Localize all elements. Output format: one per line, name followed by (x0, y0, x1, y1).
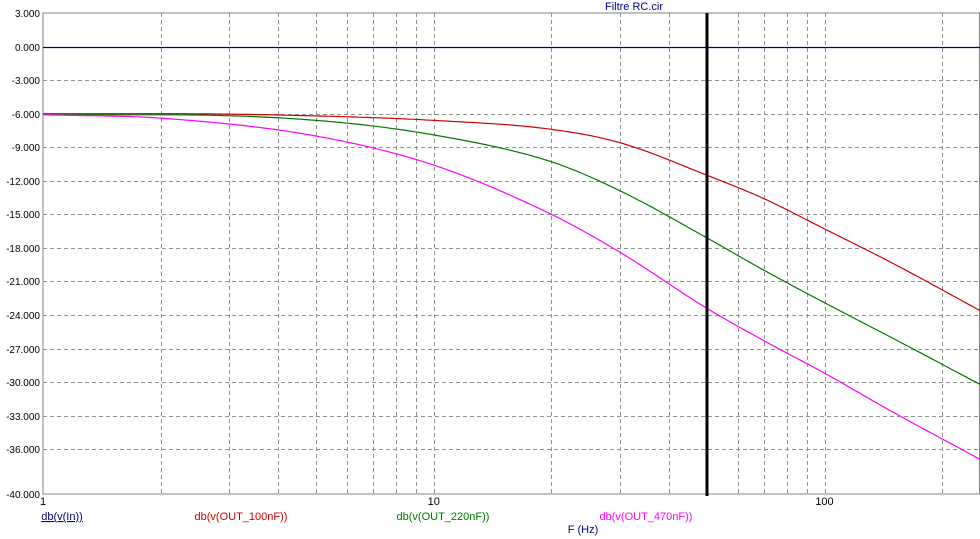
plot-frame (42, 12, 980, 495)
axis-labels: 3.000 0.000 -3.000 -6.000 -9.000 -12.000 -15.0… (6, 9, 834, 523)
series-out-470nf-line (42, 114, 980, 460)
y-tick-label: -40.000 (6, 490, 40, 501)
y-tick-label: -21.000 (6, 277, 40, 288)
series-out-220nf-line (43, 114, 980, 385)
x-tick-label: 100 (815, 496, 833, 508)
grid (42, 12, 980, 495)
y-tick-label: -18.000 (6, 244, 40, 255)
series-out-100nf-line (43, 113, 980, 312)
legend-db-v-out-470nf[interactable]: db(v(OUT_470nF)) (600, 511, 693, 523)
legend-db-v-out-100nf[interactable]: db(v(OUT_100nF)) (195, 511, 288, 523)
y-tick-label: -30.000 (6, 378, 40, 389)
x-tick-label: 10 (428, 496, 440, 508)
legend-db-v-in[interactable]: db(v(In)) (41, 511, 83, 523)
y-tick-label: -15.000 (6, 210, 40, 221)
y-tick-label: -33.000 (6, 412, 40, 423)
y-tick-label: -12.000 (6, 177, 40, 188)
y-tick-label: -27.000 (6, 345, 40, 356)
y-tick-label: -24.000 (6, 311, 40, 322)
chart-title: Filtre RC.cir (605, 1, 663, 13)
y-tick-label: -36.000 (6, 445, 40, 456)
y-tick-label: -9.000 (12, 143, 41, 154)
y-tick-label: 0.000 (15, 43, 40, 54)
series-lines (42, 46, 980, 460)
x-tick-label: 1 (40, 496, 46, 508)
y-tick-label: -6.000 (12, 110, 41, 121)
y-tick-label: -3.000 (12, 76, 41, 87)
y-tick-label: 3.000 (15, 9, 40, 20)
x-axis-label: F (Hz) (568, 524, 599, 536)
legend-db-v-out-220nf[interactable]: db(v(OUT_220nF)) (397, 511, 490, 523)
